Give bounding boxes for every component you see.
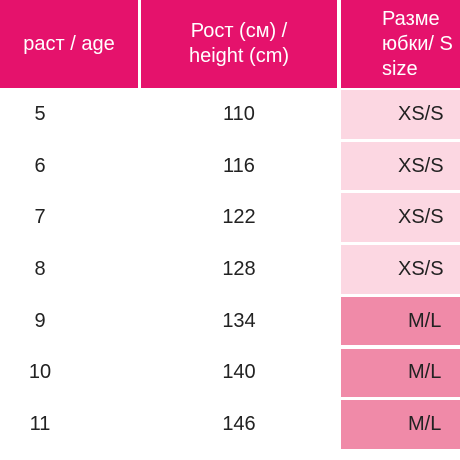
size-text: M/L [408,413,442,436]
header-text: size [382,57,418,80]
table-cell: 134 [141,297,337,346]
height-text: 128 [222,257,256,280]
age-text: 7 [34,206,46,229]
header-text: Рост (см) / [190,20,288,42]
height-text: 110 [223,102,255,125]
table-cell: 10 [0,349,80,398]
table-cell: 116 [141,142,337,191]
size-cell: XS/S [341,90,460,139]
size-text: XS/S [398,154,444,177]
table-cell: 128 [141,245,337,294]
header-text: Разме [382,7,440,30]
size-cell: M/L [341,296,460,346]
size-text: M/L [408,309,442,332]
height-text: 140 [222,361,256,384]
age-text: 8 [34,257,46,280]
table-cell: 110 [141,90,337,139]
header-cell: Рост (см) / height (cm) [141,0,337,88]
header-cell: раст / age [0,0,138,88]
table-cell: 5 [0,90,80,139]
size-text: XS/S [398,102,444,125]
age-text: 11 [29,413,51,436]
height-text: 134 [222,309,256,332]
size-cell: XS/S [341,245,460,294]
height-text: 146 [222,413,256,436]
table-cell: 122 [141,193,337,242]
table-cell: 6 [0,142,80,191]
table-cell: 140 [141,349,337,398]
table-cell: 7 [0,193,80,242]
size-text: XS/S [398,206,444,229]
age-text: 9 [34,309,46,332]
height-text: 122 [222,206,256,229]
size-cell: XS/S [341,193,460,243]
header-text: раст / age [23,32,115,55]
size-cell: M/L [341,348,460,398]
table-cell: 11 [0,400,80,449]
size-cell: XS/S [341,141,460,191]
height-text: 116 [223,154,255,177]
age-text: 10 [28,361,52,384]
table-cell: 9 [0,297,80,346]
age-text: 6 [34,154,46,177]
size-cell: M/L [341,400,460,449]
size-text: XS/S [398,257,444,280]
header-text: height (cm) [188,45,290,67]
table-cell: 146 [141,400,337,449]
size-text: M/L [408,361,442,384]
table-cell: 8 [0,245,80,294]
age-text: 5 [34,102,46,125]
header-text: юбки/ S [382,32,453,55]
